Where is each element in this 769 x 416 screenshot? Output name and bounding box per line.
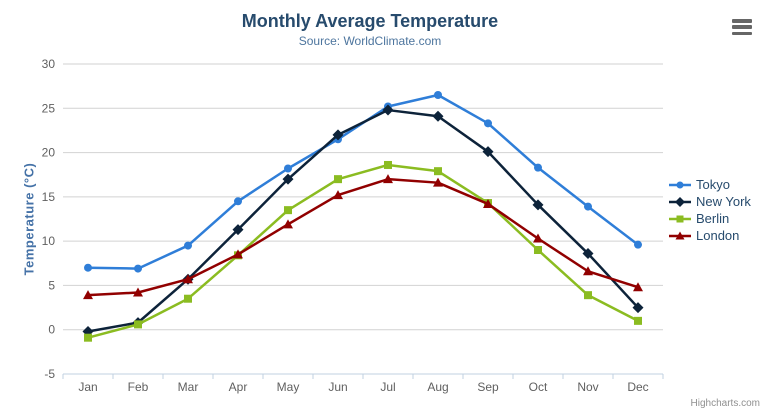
point-london-aug[interactable]: [433, 177, 443, 187]
legend-marker-diamond-icon: [669, 196, 691, 207]
point-berlin-nov[interactable]: [584, 291, 592, 300]
chart-subtitle: Source: WorldClimate.com: [298, 34, 442, 48]
point-london-nov[interactable]: [583, 266, 593, 276]
point-london-oct[interactable]: [533, 233, 543, 243]
x-axis-tick-label: Aug: [427, 380, 448, 394]
x-axis-tick-label: Apr: [229, 380, 248, 394]
x-axis-tick-label: Jun: [328, 380, 347, 394]
hamburger-menu-icon: [732, 31, 752, 35]
point-london-apr[interactable]: [233, 249, 243, 259]
x-axis-tick-label: Mar: [178, 380, 199, 394]
point-tokyo-dec[interactable]: [634, 240, 642, 249]
export-menu-button[interactable]: [730, 18, 754, 36]
point-new-york-oct[interactable]: [532, 199, 544, 211]
series-tokyo: [84, 91, 642, 273]
y-axis-tick-label: 30: [42, 57, 56, 71]
y-axis-title: Temperature (°C): [21, 162, 37, 276]
point-new-york-sep[interactable]: [482, 146, 494, 158]
x-axis-tick-label: May: [277, 380, 300, 394]
point-tokyo-aug[interactable]: [434, 91, 442, 99]
point-berlin-jan[interactable]: [84, 333, 92, 342]
point-new-york-apr[interactable]: [232, 224, 244, 236]
point-tokyo-feb[interactable]: [134, 264, 142, 273]
point-new-york-jun[interactable]: [332, 129, 344, 141]
point-berlin-feb[interactable]: [134, 320, 142, 329]
point-new-york-nov[interactable]: [582, 248, 594, 260]
point-tokyo-oct[interactable]: [534, 163, 542, 172]
point-tokyo-jan[interactable]: [84, 263, 92, 272]
series-berlin: [84, 160, 642, 342]
point-tokyo-mar[interactable]: [184, 241, 192, 250]
legend-label: Tokyo: [696, 177, 730, 192]
hamburger-menu-icon: [732, 25, 752, 29]
x-axis-tick-label: Feb: [128, 380, 149, 394]
legend: Tokyo New York Berlin London: [669, 177, 751, 243]
series-london-line[interactable]: [86, 177, 640, 297]
y-axis-tick-label: 25: [42, 101, 56, 115]
point-berlin-aug[interactable]: [434, 167, 442, 176]
point-london-jan[interactable]: [83, 290, 93, 300]
x-axis-tick-label: Jul: [380, 380, 395, 394]
credits-link[interactable]: Highcharts.com: [690, 398, 760, 409]
x-axis-tick-label: Jan: [78, 380, 97, 394]
series-new-york-line[interactable]: [86, 108, 640, 333]
series-berlin-line[interactable]: [86, 163, 640, 339]
legend-marker-square-icon: [669, 215, 691, 222]
legend-item-tokyo[interactable]: Tokyo: [669, 177, 751, 192]
legend-label: London: [696, 228, 740, 243]
point-berlin-jul[interactable]: [384, 160, 392, 169]
point-new-york-jul[interactable]: [382, 104, 394, 116]
x-axis-tick-label: Nov: [577, 380, 598, 394]
legend-label: Berlin: [696, 211, 730, 226]
point-london-dec[interactable]: [633, 282, 643, 292]
point-tokyo-may[interactable]: [284, 164, 292, 173]
y-axis-tick-label: 5: [48, 278, 55, 292]
point-berlin-jun[interactable]: [334, 175, 342, 184]
point-london-jun[interactable]: [333, 190, 343, 200]
y-axis-tick-label: -5: [44, 367, 55, 381]
legend-label: New York: [696, 194, 751, 209]
legend-item-berlin[interactable]: Berlin: [669, 211, 751, 226]
y-axis-tick-label: 15: [42, 190, 56, 204]
point-london-mar[interactable]: [183, 274, 193, 284]
point-london-sep[interactable]: [483, 198, 493, 208]
x-axis-tick-label: Oct: [529, 380, 548, 394]
legend-marker-circle-icon: [669, 181, 691, 188]
series-new-york: [82, 104, 644, 337]
series-tokyo-line[interactable]: [86, 93, 640, 270]
y-axis-tick-label: 10: [42, 234, 56, 248]
point-london-feb[interactable]: [133, 287, 143, 297]
point-berlin-mar[interactable]: [184, 294, 192, 303]
point-london-may[interactable]: [283, 219, 293, 229]
x-axis-tick-label: Dec: [627, 380, 648, 394]
point-berlin-dec[interactable]: [634, 316, 642, 325]
point-london-jul[interactable]: [383, 174, 393, 184]
point-berlin-oct[interactable]: [534, 246, 542, 254]
y-axis-tick-label: 0: [48, 323, 55, 337]
hamburger-menu-icon: [732, 19, 752, 23]
point-tokyo-nov[interactable]: [584, 202, 592, 211]
legend-item-new-york[interactable]: New York: [669, 194, 751, 209]
legend-marker-triangle-icon: [669, 231, 691, 239]
chart-title: Monthly Average Temperature: [241, 11, 499, 31]
series-london: [83, 174, 643, 300]
point-new-york-dec[interactable]: [632, 302, 644, 314]
point-new-york-aug[interactable]: [432, 110, 444, 122]
legend-item-london[interactable]: London: [669, 228, 751, 243]
y-axis-tick-label: 20: [42, 146, 56, 160]
point-tokyo-apr[interactable]: [234, 197, 242, 206]
x-axis-tick-label: Sep: [477, 380, 499, 394]
point-new-york-may[interactable]: [282, 173, 294, 185]
point-tokyo-sep[interactable]: [484, 119, 492, 128]
point-berlin-may[interactable]: [284, 206, 292, 215]
